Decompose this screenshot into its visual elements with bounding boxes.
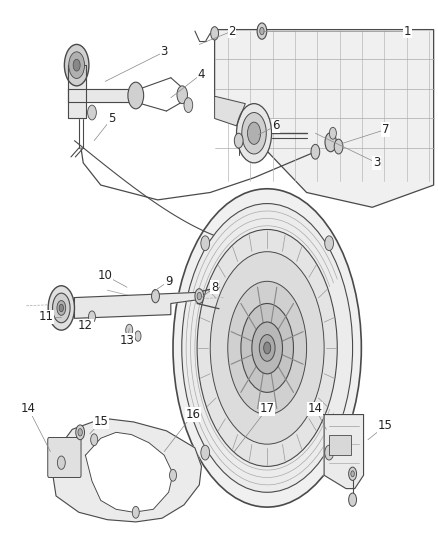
Circle shape <box>91 434 98 446</box>
FancyBboxPatch shape <box>48 438 81 478</box>
Circle shape <box>88 105 96 120</box>
Circle shape <box>351 471 354 477</box>
Circle shape <box>64 44 89 86</box>
Polygon shape <box>215 96 245 126</box>
Text: 16: 16 <box>185 408 200 421</box>
Text: 8: 8 <box>211 281 218 294</box>
Circle shape <box>88 311 95 323</box>
Circle shape <box>237 103 272 163</box>
Polygon shape <box>85 432 173 512</box>
Circle shape <box>325 445 333 460</box>
Circle shape <box>210 252 324 444</box>
Circle shape <box>59 304 64 312</box>
Polygon shape <box>68 89 136 102</box>
Circle shape <box>349 467 357 480</box>
Bar <box>329 434 351 455</box>
Circle shape <box>257 23 267 39</box>
Text: 15: 15 <box>378 419 393 432</box>
Circle shape <box>78 429 82 436</box>
Text: 10: 10 <box>98 269 113 282</box>
Circle shape <box>260 27 264 35</box>
Circle shape <box>73 59 80 71</box>
Circle shape <box>201 236 210 251</box>
Circle shape <box>173 189 361 507</box>
Circle shape <box>126 324 133 336</box>
Circle shape <box>76 425 85 440</box>
Circle shape <box>259 335 275 361</box>
Circle shape <box>152 289 159 303</box>
Circle shape <box>53 293 70 323</box>
Text: 15: 15 <box>93 415 108 429</box>
Circle shape <box>242 112 266 154</box>
Text: 3: 3 <box>373 156 380 169</box>
Text: 14: 14 <box>21 402 36 415</box>
Circle shape <box>211 27 219 40</box>
Polygon shape <box>324 415 364 489</box>
Circle shape <box>334 139 343 154</box>
Polygon shape <box>215 30 434 207</box>
Circle shape <box>197 293 201 300</box>
Circle shape <box>234 133 243 148</box>
Circle shape <box>128 82 144 109</box>
Circle shape <box>132 506 139 518</box>
Circle shape <box>325 236 333 251</box>
Text: 12: 12 <box>78 319 93 332</box>
Circle shape <box>57 301 66 316</box>
Circle shape <box>170 470 177 481</box>
Text: 6: 6 <box>272 119 280 132</box>
Polygon shape <box>68 65 86 118</box>
Polygon shape <box>50 418 201 522</box>
Text: 17: 17 <box>260 402 275 415</box>
Text: 13: 13 <box>120 334 134 347</box>
Circle shape <box>69 52 85 78</box>
Text: 7: 7 <box>381 123 389 136</box>
Text: 14: 14 <box>308 402 323 415</box>
Circle shape <box>201 445 210 460</box>
Circle shape <box>311 144 320 159</box>
Circle shape <box>241 303 293 392</box>
Circle shape <box>195 289 204 303</box>
Text: 1: 1 <box>403 25 411 38</box>
Circle shape <box>252 322 283 374</box>
Circle shape <box>135 331 141 341</box>
Text: 2: 2 <box>228 25 236 38</box>
Circle shape <box>325 133 336 152</box>
Polygon shape <box>74 293 197 318</box>
Circle shape <box>197 230 337 466</box>
Circle shape <box>264 342 271 354</box>
Text: 3: 3 <box>161 45 168 58</box>
Circle shape <box>349 493 357 506</box>
Text: 9: 9 <box>165 275 173 288</box>
Text: 11: 11 <box>39 310 53 324</box>
Circle shape <box>228 281 307 415</box>
Circle shape <box>177 86 187 103</box>
Circle shape <box>48 286 74 330</box>
Text: 4: 4 <box>198 68 205 80</box>
Circle shape <box>329 127 336 139</box>
Circle shape <box>182 204 353 492</box>
Circle shape <box>184 98 193 112</box>
Circle shape <box>57 456 65 470</box>
Text: 5: 5 <box>108 112 115 125</box>
Circle shape <box>247 122 261 144</box>
